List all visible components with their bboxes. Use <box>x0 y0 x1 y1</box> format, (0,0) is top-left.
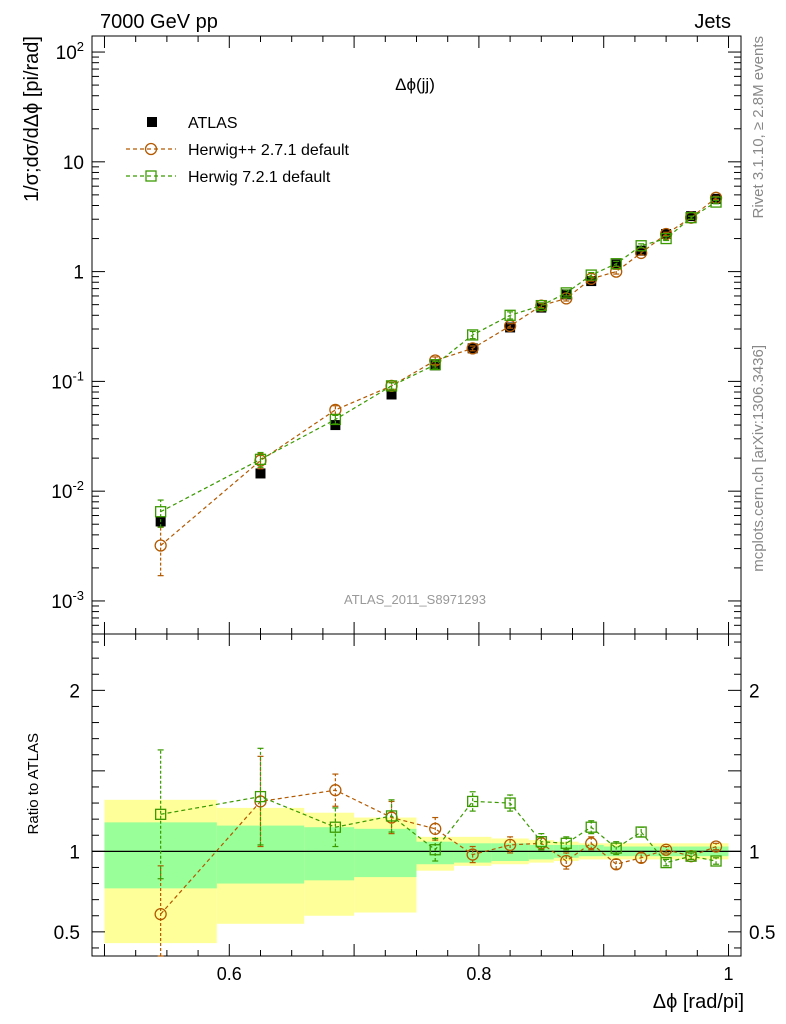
data-point <box>385 380 398 392</box>
legend-marker-atlas <box>147 117 157 127</box>
data-point <box>660 856 672 869</box>
data-point <box>386 389 397 400</box>
series-line <box>160 197 717 546</box>
data-point <box>585 269 597 281</box>
data-point <box>635 240 647 252</box>
ratio-ylabel: Ratio to ATLAS <box>25 733 42 834</box>
data-point <box>154 539 167 552</box>
data-point <box>585 821 597 833</box>
data-point <box>329 784 342 797</box>
data-point <box>535 299 547 312</box>
x-tick-label: 0.6 <box>217 964 242 984</box>
y-tick-label: 10-3 <box>51 588 84 613</box>
main-title: Δϕ(jj) <box>395 75 435 94</box>
data-point <box>685 212 697 224</box>
rivet-label: Rivet 3.1.10, ≥ 2.8M events <box>750 36 767 219</box>
data-point <box>560 837 572 849</box>
ratio-y-tick-label-right: 2 <box>749 681 760 702</box>
data-point <box>610 258 622 270</box>
data-point <box>610 858 623 871</box>
data-point <box>329 413 342 426</box>
main-ylabel: 1/σ;dσ/dΔϕ [pi/rad] <box>21 36 43 202</box>
y-tick-label: 102 <box>56 39 84 64</box>
data-point <box>466 848 479 861</box>
x-tick-label: 1 <box>724 964 734 984</box>
band-green <box>528 844 554 860</box>
data-point <box>255 468 266 479</box>
series-line <box>160 201 717 513</box>
band-green <box>578 844 604 857</box>
legend-label-herwigpp: Herwig++ 2.7.1 default <box>188 142 350 159</box>
legend-label-herwig7: Herwig 7.2.1 default <box>188 169 331 186</box>
data-point <box>560 287 572 299</box>
ratio-y-tick-label: 1 <box>69 842 80 863</box>
data-point <box>660 232 672 245</box>
y-tick-label: 1 <box>73 263 84 284</box>
data-point <box>585 837 598 850</box>
y-tick-label: 10-1 <box>51 368 84 393</box>
ratio-y-tick-label-right: 0.5 <box>749 923 775 944</box>
y-tick-label: 10 <box>63 153 84 174</box>
band-green <box>304 827 355 881</box>
data-point <box>466 342 479 355</box>
xlabel: Δϕ [rad/pi] <box>653 991 744 1013</box>
ratio-y-tick-label-right: 1 <box>749 842 760 863</box>
data-point <box>467 329 479 341</box>
data-point <box>504 309 516 321</box>
mcplots-label: mcplots.cern.ch [arXiv:1306.3436] <box>750 345 767 572</box>
data-point <box>685 850 697 862</box>
ratio-y-tick-label: 2 <box>69 681 80 702</box>
data-point <box>535 836 547 848</box>
data-point <box>635 851 648 864</box>
data-point <box>154 808 167 820</box>
x-tick-label: 0.8 <box>466 964 491 984</box>
legend: ATLAS Herwig++ 2.7.1 default Herwig 7.2.… <box>126 115 350 186</box>
data-point <box>635 826 647 838</box>
watermark: ATLAS_2011_S8971293 <box>344 592 486 607</box>
ratio-y-tick-label: 0.5 <box>54 923 80 944</box>
data-point <box>154 506 167 518</box>
axis-ticks: 0.6 0.8 1 10-3 10-2 10-1 1 10 102 0.5 0.5 1 1 2 2 <box>51 36 775 984</box>
data-point <box>429 844 441 856</box>
data-point <box>254 790 267 803</box>
y-tick-label: 10-2 <box>51 478 84 503</box>
band-green <box>416 841 454 865</box>
data-point <box>610 842 622 854</box>
header-right: Jets <box>694 11 731 33</box>
legend-marker-herwigpp <box>144 142 158 156</box>
band-green <box>354 828 417 878</box>
data-point <box>429 822 442 835</box>
data-point <box>659 843 673 856</box>
data-point <box>710 855 722 867</box>
legend-marker-herwig7 <box>145 170 157 182</box>
header-left: 7000 GeV pp <box>100 11 218 33</box>
data-point <box>710 196 722 208</box>
data-point <box>709 840 723 853</box>
data-point <box>385 810 398 822</box>
data-point <box>560 854 573 868</box>
data-point <box>254 453 267 465</box>
data-point <box>429 359 441 371</box>
legend-label-atlas: ATLAS <box>188 115 238 132</box>
data-point <box>504 797 516 809</box>
data-point <box>329 821 342 833</box>
data-point <box>503 838 517 852</box>
data-point <box>467 795 479 808</box>
data-point <box>154 907 167 921</box>
series-markers <box>154 191 723 957</box>
series-line <box>160 795 717 864</box>
